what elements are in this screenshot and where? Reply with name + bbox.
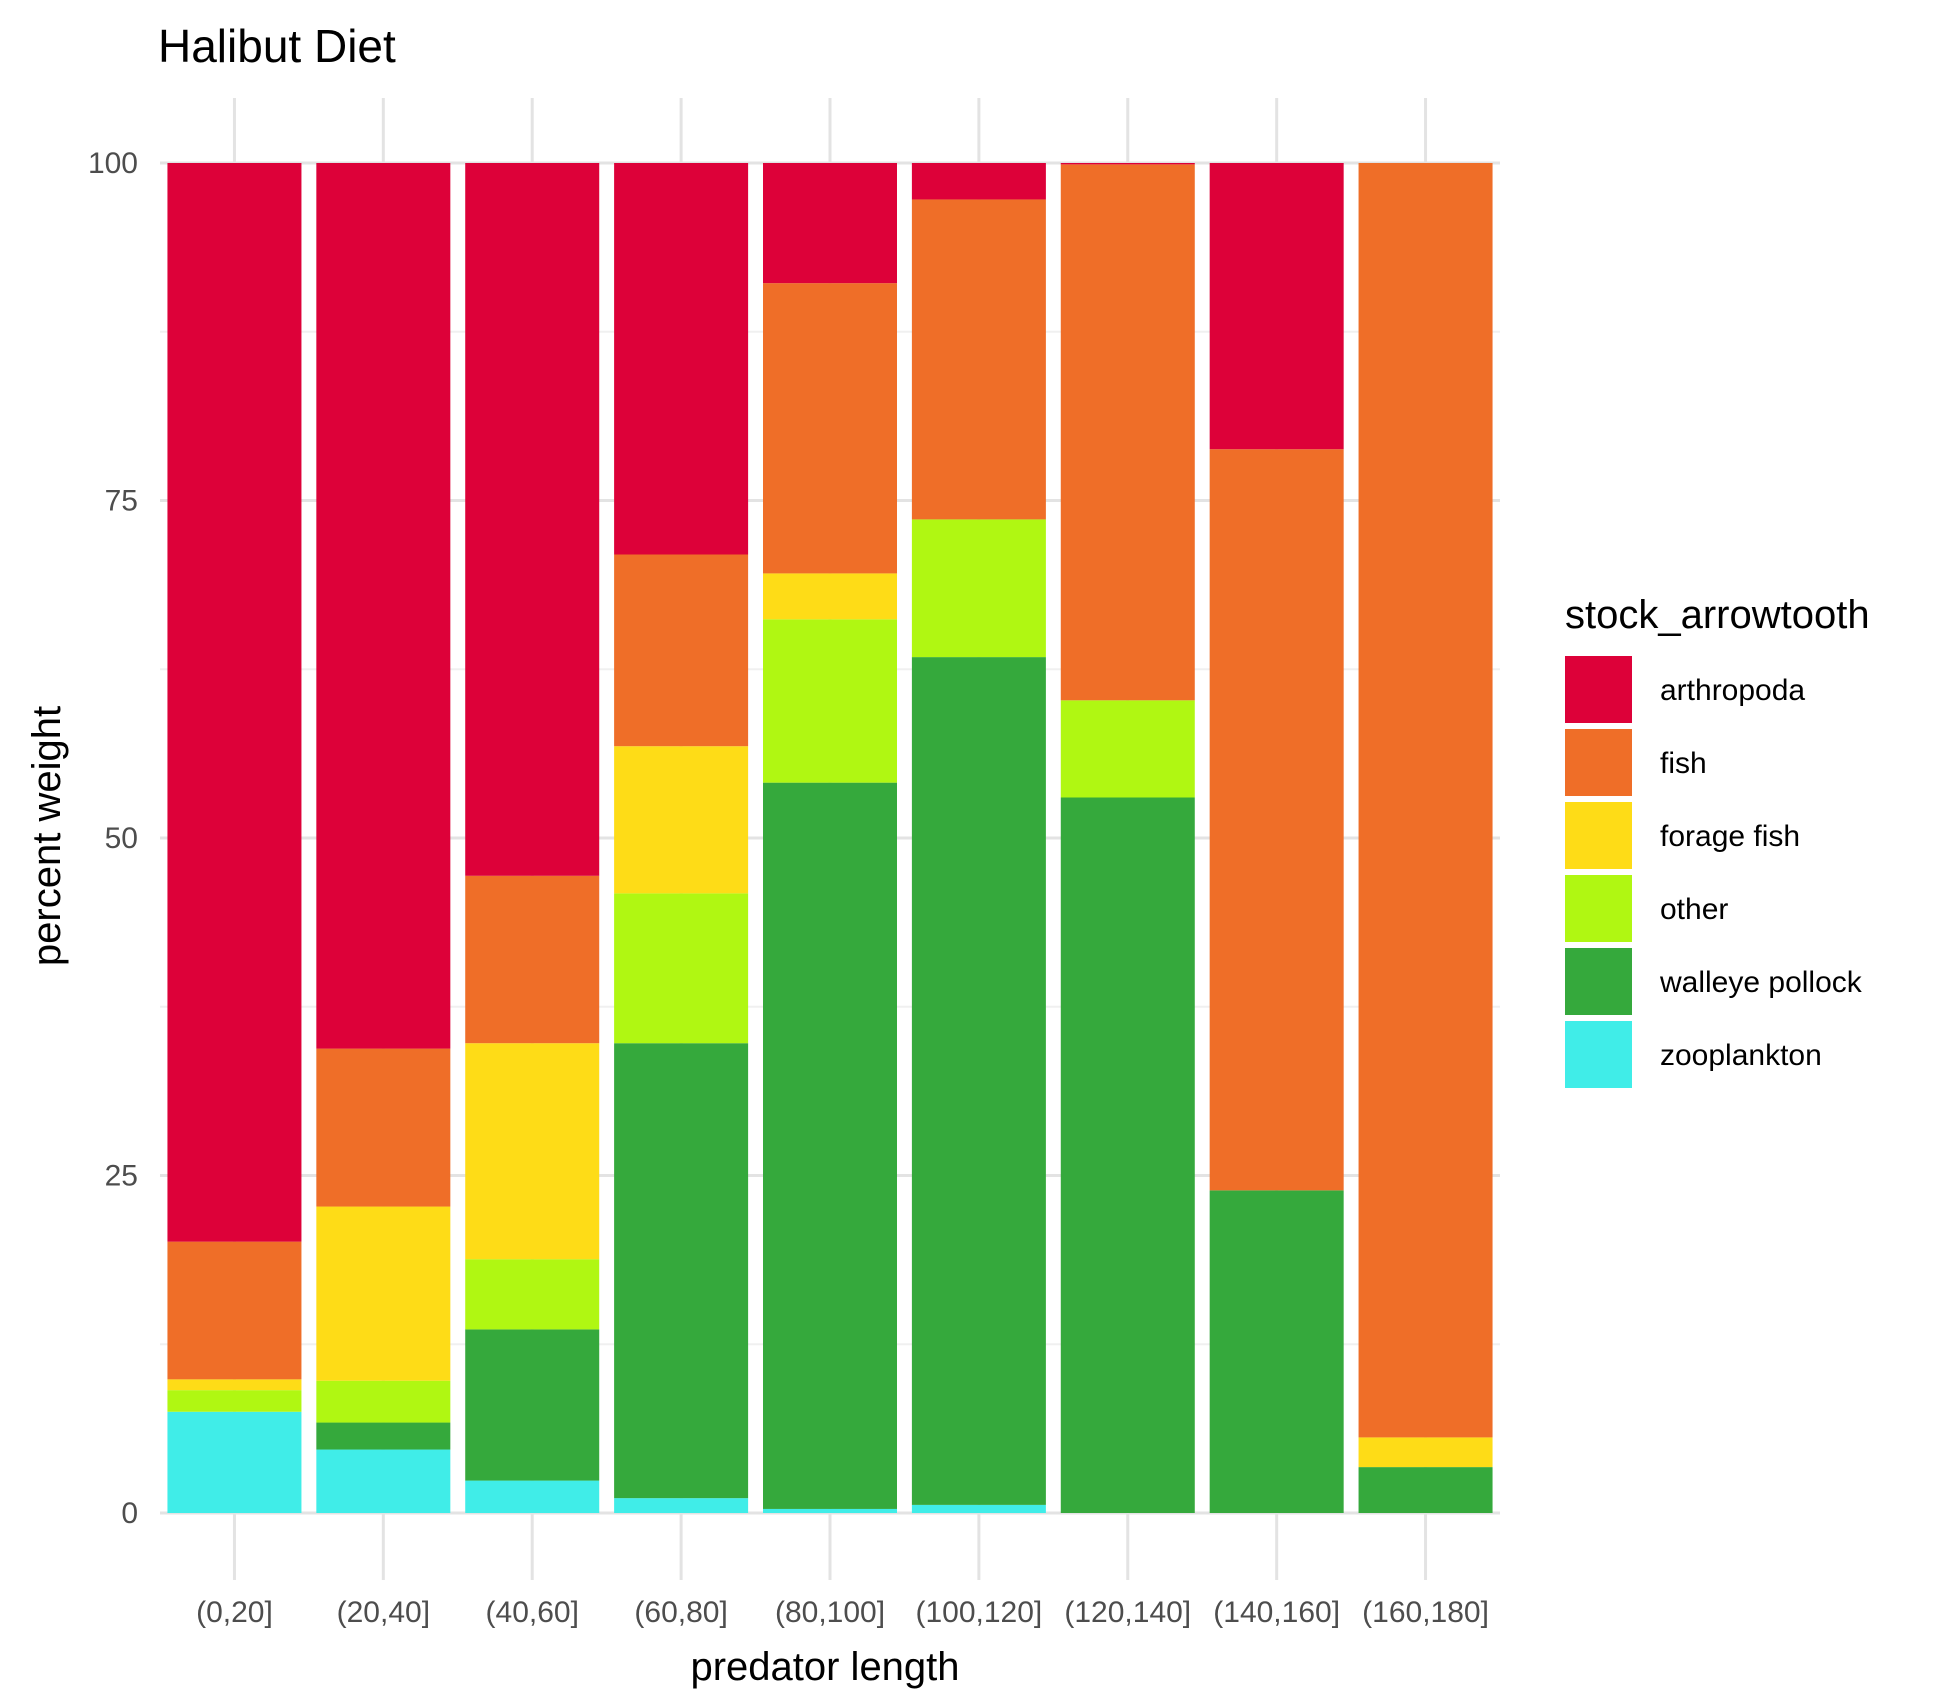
bar-segment [763, 283, 897, 574]
x-tick-label: (0,20] [196, 1596, 273, 1629]
bar-segment [614, 1498, 749, 1513]
legend-swatch [1565, 656, 1632, 723]
bar-segment [1358, 163, 1493, 1438]
bar-segment [614, 1043, 749, 1499]
legend-swatch [1565, 1021, 1632, 1088]
bar-segment [763, 1508, 897, 1513]
bar-segment [911, 519, 1046, 658]
bar-segment [1358, 1437, 1493, 1468]
y-tick-label: 0 [121, 1497, 138, 1530]
x-tick-label: (140,160] [1213, 1596, 1340, 1629]
bar-segment [763, 573, 897, 620]
x-tick-labels: (0,20] (20,40] (40,60] (60,80] (80,100] (100,… [196, 1596, 1489, 1629]
bar-segment [1209, 163, 1344, 450]
bar-segment [1209, 449, 1344, 1191]
bar-segment [1209, 1190, 1344, 1513]
legend-swatch [1565, 729, 1632, 796]
bar-segment [465, 1480, 600, 1513]
legend-swatch [1565, 802, 1632, 869]
bar-segment [763, 782, 897, 1509]
bar-segment [465, 875, 600, 1044]
bar-segment [763, 163, 897, 284]
bar-segment [763, 619, 897, 783]
bar-segment [1358, 1467, 1493, 1513]
x-tick-label: (60,80] [634, 1596, 727, 1629]
bar-segment [1060, 163, 1195, 165]
legend-label: other [1660, 893, 1728, 926]
bar-segment [316, 1048, 451, 1207]
bar-segment [911, 657, 1046, 1505]
bar-segment [1060, 700, 1195, 798]
bar-segment [167, 1241, 302, 1380]
bar-segment [911, 163, 1046, 200]
legend-label: forage fish [1660, 820, 1800, 853]
x-tick-label: (20,40] [337, 1596, 430, 1629]
legend-label: zooplankton [1660, 1039, 1822, 1072]
bar-segment [316, 1422, 451, 1450]
bar-segment [167, 1390, 302, 1412]
bar-segment [316, 1380, 451, 1423]
y-tick-label: 25 [105, 1160, 138, 1193]
bar-segment [167, 163, 302, 1242]
bar-segment [614, 163, 749, 555]
bar-segment [614, 554, 749, 747]
bar-segment [465, 1329, 600, 1481]
legend-label: walleye pollock [1659, 966, 1863, 999]
bar-segment [167, 1411, 302, 1513]
x-tick-label: (80,100] [775, 1596, 885, 1629]
y-tick-label: 75 [105, 485, 138, 518]
bar-segment [911, 199, 1046, 520]
legend-label: arthropoda [1660, 674, 1805, 707]
bar-segment [465, 163, 600, 876]
x-axis-title: predator length [690, 1645, 959, 1689]
bar-segment [316, 163, 451, 1049]
bars [167, 163, 1493, 1513]
x-tick-label: (160,180] [1362, 1596, 1489, 1629]
bar-segment [316, 1206, 451, 1381]
legend-swatch [1565, 948, 1632, 1015]
bar-segment [614, 893, 749, 1044]
bar-segment [316, 1449, 451, 1513]
x-tick-label: (100,120] [915, 1596, 1042, 1629]
bar-segment [1060, 164, 1195, 701]
bar-segment [911, 1504, 1046, 1513]
y-axis-title: percent weight [25, 706, 69, 966]
bar-segment [167, 1379, 302, 1391]
y-tick-labels: 0 25 50 75 100 [88, 147, 138, 1530]
legend: stock_arrowtooth arthropoda fish forage fi… [1565, 593, 1870, 1088]
y-tick-label: 100 [88, 147, 138, 180]
y-tick-label: 50 [105, 822, 138, 855]
bar-segment [614, 746, 749, 894]
chart-title: Halibut Diet [158, 20, 396, 72]
legend-swatch [1565, 875, 1632, 942]
x-tick-label: (120,140] [1064, 1596, 1191, 1629]
legend-label: fish [1660, 747, 1707, 780]
bar-segment [465, 1259, 600, 1330]
bar-segment [465, 1043, 600, 1260]
legend-title: stock_arrowtooth [1565, 593, 1870, 637]
x-tick-label: (40,60] [486, 1596, 579, 1629]
bar-segment [1060, 797, 1195, 1513]
